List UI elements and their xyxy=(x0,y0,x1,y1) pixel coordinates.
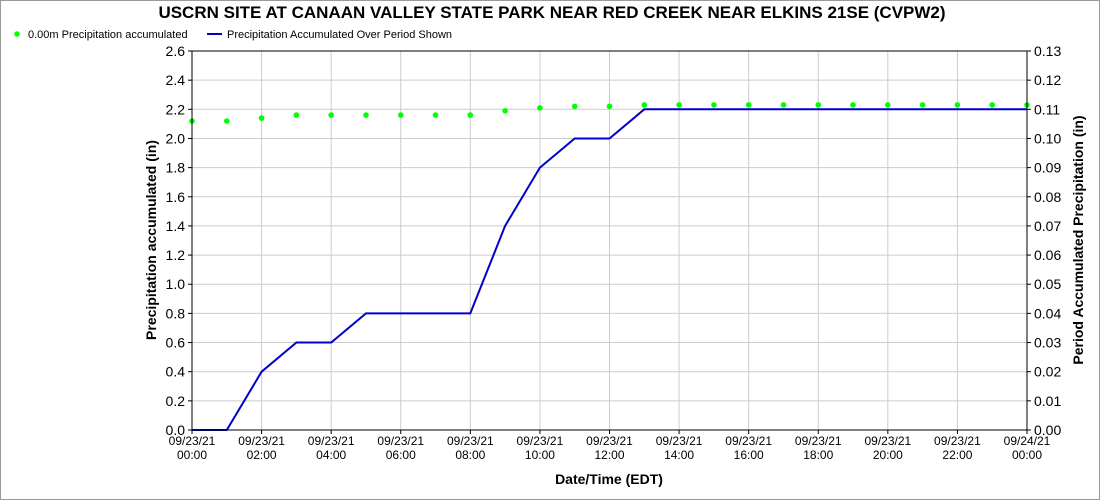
data-point xyxy=(885,102,891,108)
y-tick-right-label: 0.09 xyxy=(1034,160,1061,176)
y-tick-right-label: 0.08 xyxy=(1034,189,1061,205)
y-tick-left-label: 2.6 xyxy=(166,43,186,59)
y-tick-left-label: 0.0 xyxy=(166,422,186,438)
grid xyxy=(191,50,1028,431)
x-tick-label-time: 16:00 xyxy=(734,448,764,462)
x-tick-label-time: 22:00 xyxy=(942,448,972,462)
y-axis-left-label: Precipitation accumulated (in) xyxy=(143,140,159,340)
legend-marker-points xyxy=(14,31,20,37)
y-tick-left-label: 2.4 xyxy=(166,72,186,88)
x-tick-label-date: 09/23/21 xyxy=(864,434,911,448)
y-tick-right-label: 0.04 xyxy=(1034,305,1061,321)
x-tick-label-date: 09/23/21 xyxy=(656,434,703,448)
x-tick-label-time: 20:00 xyxy=(873,448,903,462)
chart-title: USCRN SITE AT CANAAN VALLEY STATE PARK N… xyxy=(158,3,945,22)
series-period-accumulated xyxy=(192,108,1027,431)
plot-area-border xyxy=(191,50,1028,431)
data-point xyxy=(328,112,335,118)
y-tick-left-label: 1.8 xyxy=(166,160,186,176)
y-tick-right-label: 0.02 xyxy=(1034,364,1061,380)
y-tick-right-label: 0.05 xyxy=(1034,276,1061,292)
x-tick-label-time: 06:00 xyxy=(386,448,416,462)
legend-label-points: 0.00m Precipitation accumulated xyxy=(28,29,188,41)
x-tick-label-time: 14:00 xyxy=(664,448,694,462)
data-point xyxy=(293,112,300,118)
data-point xyxy=(467,112,474,118)
x-tick-label-time: 18:00 xyxy=(803,448,833,462)
data-point xyxy=(850,102,856,108)
y-tick-right-label: 0.11 xyxy=(1034,101,1060,117)
y-tick-right-label: 0.07 xyxy=(1034,218,1061,234)
x-tick-label-time: 00:00 xyxy=(1012,448,1042,462)
legend: 0.00m Precipitation accumulated Precipit… xyxy=(14,29,452,41)
x-tick-label-date: 09/23/21 xyxy=(725,434,772,448)
data-point xyxy=(745,102,752,108)
y-tick-right-label: 0.00 xyxy=(1034,422,1061,438)
y-tick-right-label: 0.13 xyxy=(1034,43,1061,59)
data-point xyxy=(606,103,613,110)
y-tick-left-label: 0.8 xyxy=(166,305,186,321)
y-tick-left-label: 2.0 xyxy=(166,130,186,146)
data-point xyxy=(224,118,230,124)
x-tick-label-date: 09/23/21 xyxy=(586,434,633,448)
series-precip-accumulated xyxy=(189,102,1030,124)
x-tick-label-date: 09/23/21 xyxy=(517,434,564,448)
data-point xyxy=(398,112,404,118)
x-tick-label-date: 09/24/21 xyxy=(1004,434,1051,448)
y-tick-left-label: 1.2 xyxy=(166,247,186,263)
y-tick-right-label: 0.10 xyxy=(1034,130,1061,146)
y-tick-left-label: 0.6 xyxy=(166,335,186,351)
y-tick-left-label: 1.4 xyxy=(166,218,186,234)
y-axis-right-ticks: 0.00 0.01 0.02 0.03 0.04 0.05 0.06 0.07 0.08 0.09… xyxy=(1027,43,1061,438)
data-point xyxy=(919,102,926,108)
y-tick-right-label: 0.01 xyxy=(1034,393,1061,409)
y-tick-left-label: 1.6 xyxy=(166,189,186,205)
data-point xyxy=(815,102,822,108)
data-point xyxy=(954,102,961,108)
y-tick-left-label: 2.2 xyxy=(166,101,186,117)
legend-label-line: Precipitation Accumulated Over Period Sh… xyxy=(227,29,452,41)
data-point xyxy=(537,105,543,111)
data-point xyxy=(780,102,787,108)
data-point xyxy=(363,112,369,118)
data-point xyxy=(258,115,265,121)
data-point xyxy=(989,102,995,108)
y-tick-left-label: 0.4 xyxy=(166,364,186,380)
data-point xyxy=(711,102,717,108)
data-point xyxy=(502,108,508,114)
y-tick-left-label: 0.2 xyxy=(166,393,186,409)
y-tick-right-label: 0.06 xyxy=(1034,247,1061,263)
data-point xyxy=(676,102,682,108)
y-tick-right-label: 0.03 xyxy=(1034,335,1061,351)
x-tick-label-date: 09/23/21 xyxy=(447,434,494,448)
series-line-path xyxy=(192,108,1027,431)
x-tick-label-date: 09/23/21 xyxy=(308,434,355,448)
data-point xyxy=(571,103,578,110)
x-tick-label-date: 09/23/21 xyxy=(238,434,285,448)
y-tick-right-label: 0.12 xyxy=(1034,72,1061,88)
x-tick-label-date: 09/23/21 xyxy=(934,434,981,448)
x-axis-ticks: 09/23/2100:0009/23/2102:0009/23/2104:000… xyxy=(169,430,1051,462)
x-tick-label-time: 02:00 xyxy=(247,448,277,462)
x-tick-label-date: 09/23/21 xyxy=(169,434,216,448)
y-axis-right-label: Period Accumulated Precipitation (in) xyxy=(1070,115,1086,364)
x-tick-label-date: 09/23/21 xyxy=(377,434,424,448)
x-tick-label-time: 04:00 xyxy=(316,448,346,462)
x-tick-label-time: 12:00 xyxy=(594,448,624,462)
y-axis-left-ticks: 0.0 0.2 0.4 0.6 0.8 1.0 1.2 1.4 1.6 1.8 2.0 2.2 2.4 2… xyxy=(166,43,192,438)
x-tick-label-time: 10:00 xyxy=(525,448,555,462)
x-tick-label-time: 08:00 xyxy=(455,448,485,462)
y-tick-left-label: 1.0 xyxy=(166,276,186,292)
x-tick-label-time: 00:00 xyxy=(177,448,207,462)
x-axis-label: Date/Time (EDT) xyxy=(555,471,663,487)
data-point xyxy=(432,112,439,118)
data-point xyxy=(641,102,648,108)
x-tick-label-date: 09/23/21 xyxy=(795,434,842,448)
